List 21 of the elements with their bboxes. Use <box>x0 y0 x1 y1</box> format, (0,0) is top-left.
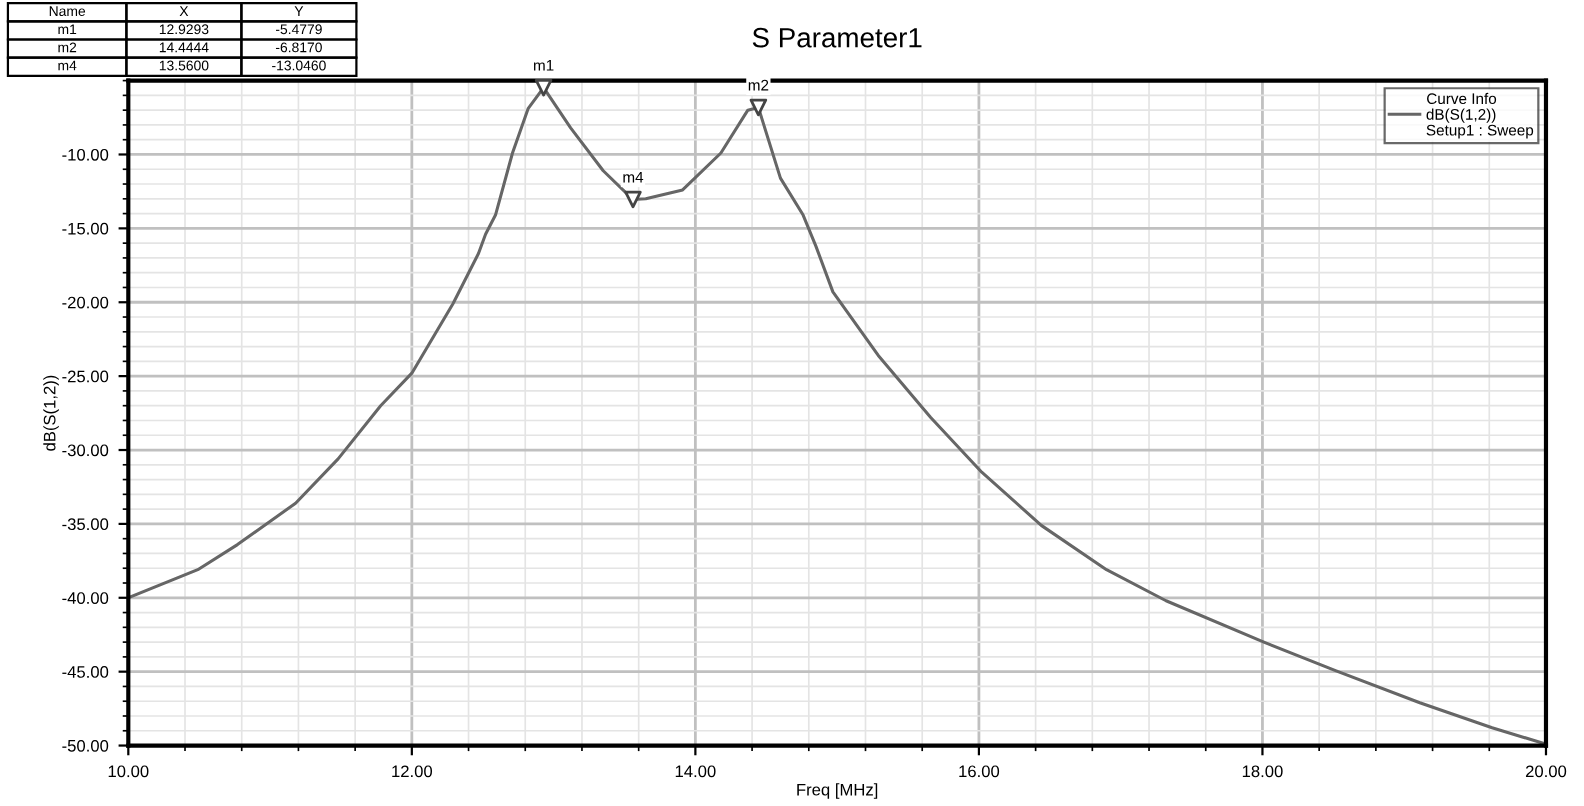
x-tick-label: 10.00 <box>108 765 149 778</box>
x-axis-title: Freq [MHz] <box>797 783 878 799</box>
x-tick-label: 12.00 <box>392 765 433 778</box>
y-tick-label: -40.00 <box>62 592 109 604</box>
chart-title: S Parameter1 <box>752 27 922 48</box>
y-tick-label: -15.00 <box>62 222 109 235</box>
y-tick-label: -30.00 <box>62 444 109 457</box>
y-tick-label: -45.00 <box>62 666 109 678</box>
y-axis-title: dB(S(1,2)) <box>43 375 59 451</box>
y-tick-label: -10.00 <box>62 148 109 161</box>
x-tick-label: 16.00 <box>959 765 1000 778</box>
y-tick-label: -25.00 <box>62 370 109 383</box>
x-tick-label: 18.00 <box>1242 765 1283 778</box>
y-tick-label: -50.00 <box>62 739 109 752</box>
point <box>749 98 768 117</box>
y-tick-label: -35.00 <box>62 518 109 531</box>
point <box>624 190 642 209</box>
x-tick-label: 20.00 <box>1525 765 1567 778</box>
y-tick-label: -20.00 <box>62 296 109 309</box>
point <box>534 78 553 97</box>
x-tick-label: 14.00 <box>675 765 716 778</box>
